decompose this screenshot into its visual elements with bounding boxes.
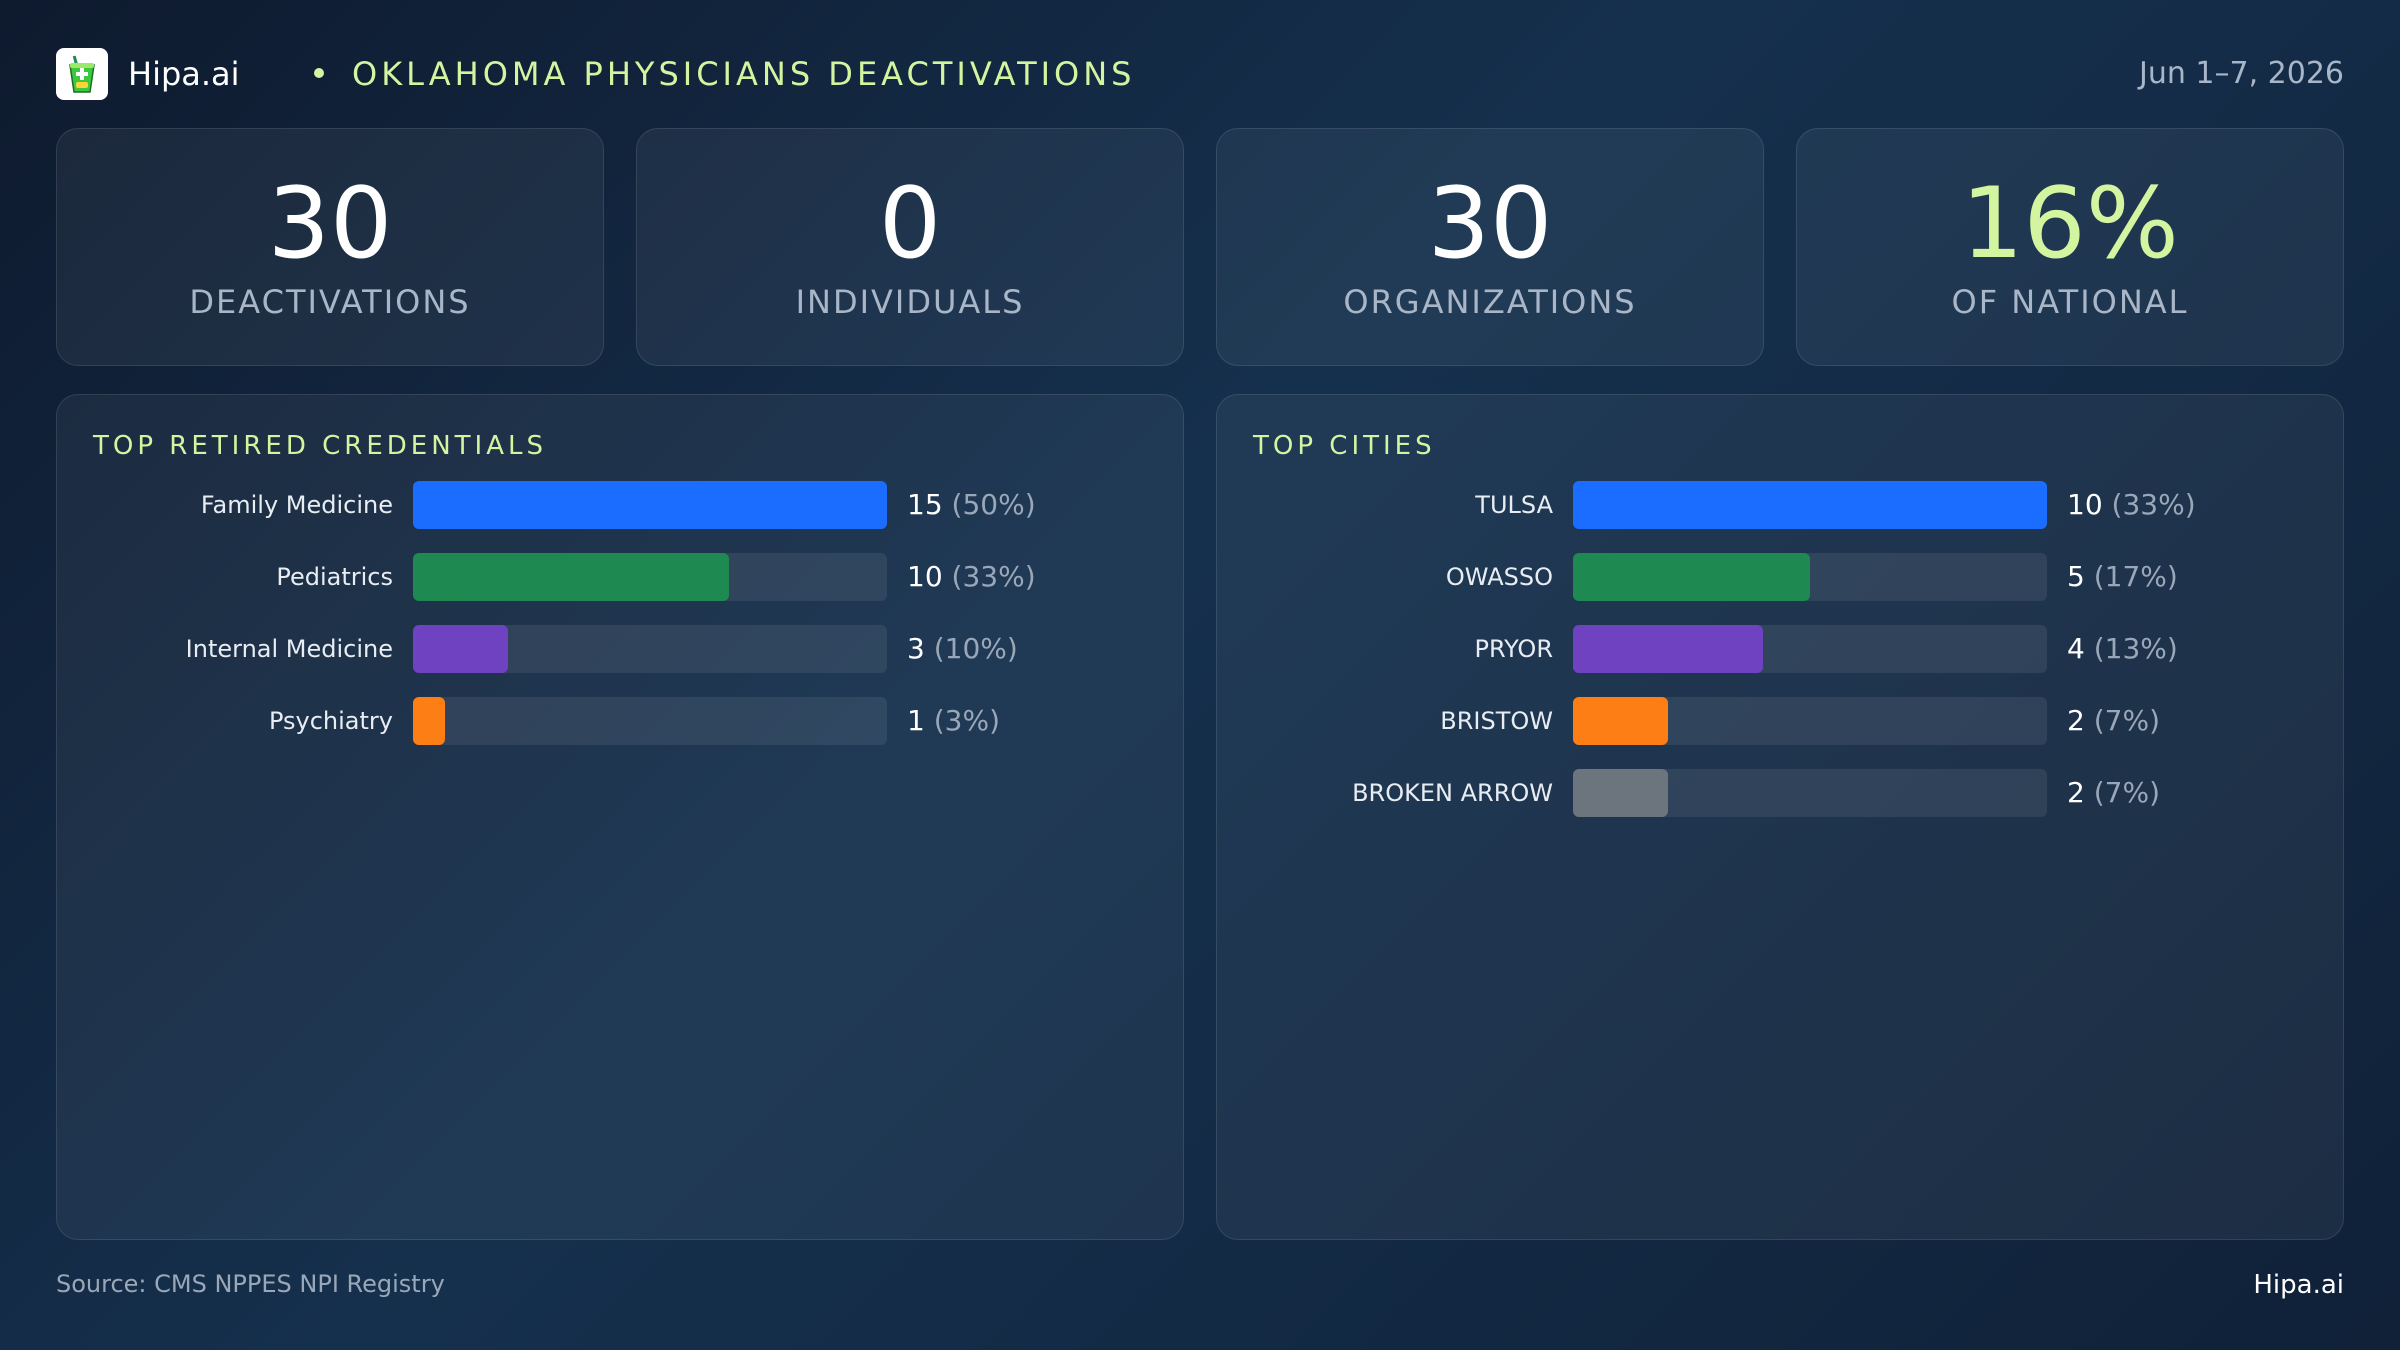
source-note: Source: CMS NPPES NPI Registry [56, 1270, 445, 1298]
bar-value-label: 15 (50%) [907, 487, 1036, 523]
chart-title: TOP RETIRED CREDENTIALS [93, 431, 547, 461]
category-label: BRISTOW [1440, 707, 1553, 735]
bar [413, 481, 887, 529]
chart-title: TOP CITIES [1253, 431, 1436, 461]
bar-value-label: 2 (7%) [2067, 775, 2160, 811]
bar [1573, 625, 1763, 673]
category-label: Internal Medicine [185, 635, 393, 663]
footer-brand: Hipa.ai [2253, 1270, 2344, 1300]
bar-percent: (3%) [933, 704, 1000, 737]
header: Hipa.ai OKLAHOMA PHYSICIANS DEACTIVATION… [56, 48, 2344, 100]
bar-count: 2 [2067, 704, 2094, 737]
bar-count: 3 [907, 632, 934, 665]
cities-chart-panel: TOP CITIES TULSA 10 (33%) OWASSO 5 (17%) PRY… [1216, 394, 2344, 1240]
category-label: BROKEN ARROW [1352, 779, 1553, 807]
category-label: Pediatrics [276, 563, 393, 591]
stat-card-individuals: 0 INDIVIDUALS [636, 128, 1184, 366]
bar-percent: (13%) [2093, 632, 2178, 665]
bar-percent: (17%) [2093, 560, 2178, 593]
bar-row: BRISTOW 2 (7%) [1217, 697, 2343, 745]
bar-value-label: 4 (13%) [2067, 631, 2178, 667]
category-label: TULSA [1475, 491, 1553, 519]
bar-percent: (33%) [951, 560, 1036, 593]
credentials-chart-panel: TOP RETIRED CREDENTIALS Family Medicine 1… [56, 394, 1184, 1240]
bar-track [1573, 553, 2047, 601]
bar-track [413, 553, 887, 601]
stat-value: 0 [878, 167, 942, 281]
bar [413, 553, 729, 601]
bar-track [1573, 697, 2047, 745]
category-label: Family Medicine [200, 491, 393, 519]
category-label: PRYOR [1474, 635, 1553, 663]
bar-track [1573, 625, 2047, 673]
bar-row: Internal Medicine 3 (10%) [57, 625, 1183, 673]
stat-value: 30 [1427, 167, 1553, 281]
stat-value: 30 [267, 167, 393, 281]
bar-value-label: 3 (10%) [907, 631, 1018, 667]
bar-row: BROKEN ARROW 2 (7%) [1217, 769, 2343, 817]
bar-count: 2 [2067, 776, 2094, 809]
stat-label: DEACTIVATIONS [189, 283, 471, 321]
bar-count: 1 [907, 704, 934, 737]
bar-count: 4 [2067, 632, 2094, 665]
bar-track [413, 481, 887, 529]
bar-count: 15 [907, 488, 952, 521]
bar-track [413, 625, 887, 673]
bar-row: PRYOR 4 (13%) [1217, 625, 2343, 673]
stat-label: ORGANIZATIONS [1343, 283, 1637, 321]
bar [1573, 553, 1810, 601]
category-label: OWASSO [1445, 563, 1553, 591]
bar-value-label: 5 (17%) [2067, 559, 2178, 595]
stat-label: INDIVIDUALS [795, 283, 1025, 321]
stat-card-deactivations: 30 DEACTIVATIONS [56, 128, 604, 366]
bar [1573, 769, 1668, 817]
bar-count: 10 [2067, 488, 2112, 521]
bar-value-label: 2 (7%) [2067, 703, 2160, 739]
stat-label: OF NATIONAL [1951, 283, 2189, 321]
bar-row: Family Medicine 15 (50%) [57, 481, 1183, 529]
bar-percent: (7%) [2093, 776, 2160, 809]
category-label: Psychiatry [268, 707, 393, 735]
bar-percent: (10%) [933, 632, 1018, 665]
bar-value-label: 10 (33%) [907, 559, 1036, 595]
bar-row: TULSA 10 (33%) [1217, 481, 2343, 529]
bar [1573, 697, 1668, 745]
page-title: OKLAHOMA PHYSICIANS DEACTIVATIONS [352, 55, 1136, 93]
brand-name: Hipa.ai [128, 55, 240, 93]
bar [413, 697, 445, 745]
stat-card-organizations: 30 ORGANIZATIONS [1216, 128, 1764, 366]
app-logo [56, 48, 108, 100]
bar-value-label: 10 (33%) [2067, 487, 2196, 523]
bar-count: 5 [2067, 560, 2094, 593]
bar-row: Pediatrics 10 (33%) [57, 553, 1183, 601]
bar-percent: (50%) [951, 488, 1036, 521]
bar-row: OWASSO 5 (17%) [1217, 553, 2343, 601]
bar [413, 625, 508, 673]
bar-value-label: 1 (3%) [907, 703, 1000, 739]
cup-icon [69, 55, 95, 93]
stat-value: 16% [1961, 167, 2179, 281]
bar-track [1573, 769, 2047, 817]
bar-percent: (7%) [2093, 704, 2160, 737]
bar-row: Psychiatry 1 (3%) [57, 697, 1183, 745]
bar-track [1573, 481, 2047, 529]
bar [1573, 481, 2047, 529]
stat-card-national: 16% OF NATIONAL [1796, 128, 2344, 366]
bar-track [413, 697, 887, 745]
title-separator-dot [314, 68, 324, 78]
bar-count: 10 [907, 560, 952, 593]
bar-percent: (33%) [2111, 488, 2196, 521]
date-range: Jun 1–7, 2026 [2138, 56, 2344, 91]
